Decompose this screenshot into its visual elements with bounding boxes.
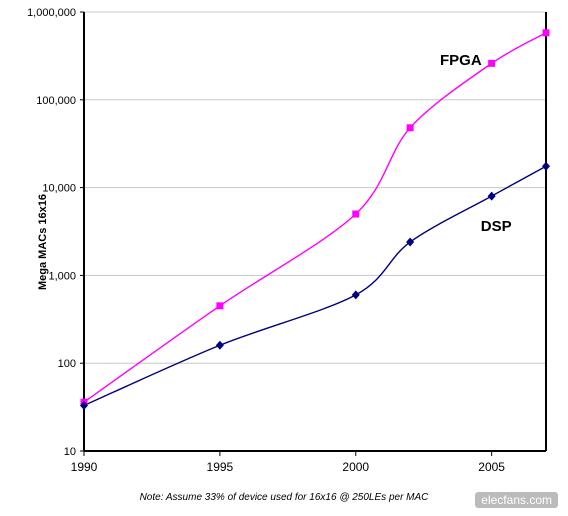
data-point-dsp [80, 400, 88, 410]
series-line-dsp [83, 165, 547, 407]
data-point-dsp [406, 237, 415, 247]
x-tick-label: 2005 [478, 460, 505, 474]
data-point-dsp [351, 290, 360, 300]
chart-note: Note: Assume 33% of device used for 16x1… [139, 492, 429, 503]
data-point-fpga [488, 59, 496, 67]
data-point-dsp [487, 191, 496, 201]
x-tick-label: 1990 [71, 460, 98, 474]
x-tick-label: 2000 [342, 460, 369, 474]
y-tick-label: 100 [58, 358, 76, 370]
series-label-dsp: DSP [481, 218, 512, 235]
x-tick-label: 1995 [207, 460, 234, 474]
gridlines [84, 11, 546, 364]
y-tick-label: 1,000 [48, 270, 76, 282]
y-axis-label: Mega MACs 16x16 [37, 194, 49, 290]
watermark: elecfans.com [475, 492, 558, 508]
series-label-fpga: FPGA [440, 52, 482, 69]
y-tick-label: 10 [64, 446, 76, 458]
y-tick-label: 1,000,000 [27, 7, 76, 19]
data-point-fpga [216, 302, 224, 310]
data-point-fpga [406, 124, 414, 132]
labels: FPGA DSP [440, 52, 512, 235]
axes: 10 100 1,000 10,000 100,000 1,000,000 1990 1995… [27, 7, 547, 474]
series-lines [83, 32, 547, 407]
series-line-fpga [83, 32, 547, 403]
y-tick-label: 10,000 [42, 183, 76, 195]
data-point-fpga [352, 210, 360, 218]
data-markers [80, 29, 550, 410]
data-point-dsp [215, 340, 224, 350]
data-point-fpga [542, 29, 550, 37]
y-tick-label: 100,000 [36, 95, 76, 107]
data-point-dsp [542, 161, 550, 171]
